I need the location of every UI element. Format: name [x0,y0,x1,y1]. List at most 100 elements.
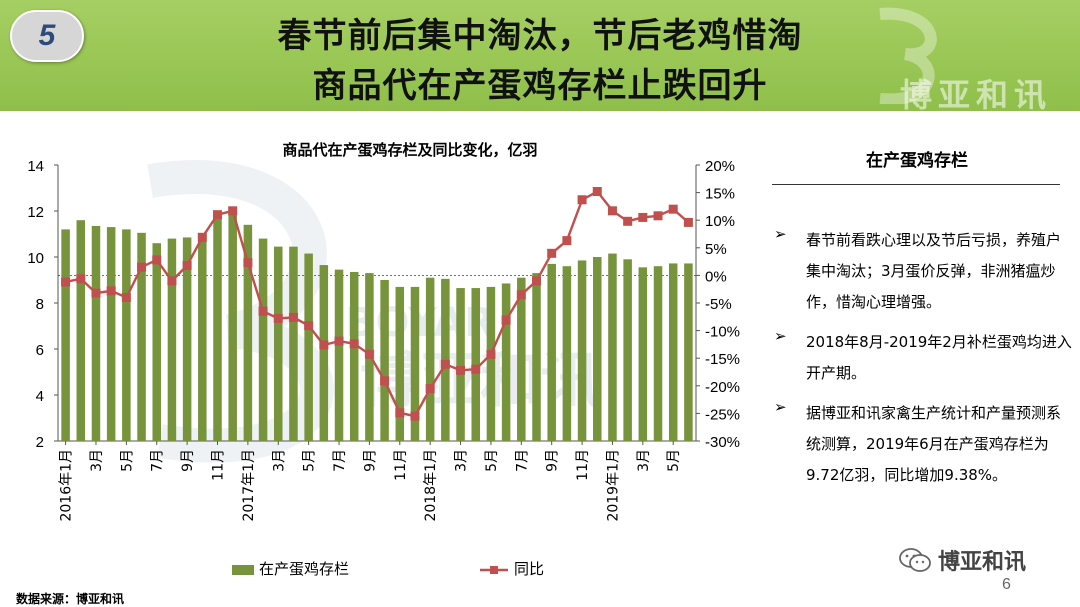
bar [349,271,359,441]
y-right-tick-label: 15% [705,186,735,203]
yoy-point [562,236,572,246]
yoy-point [152,255,162,265]
yoy-point [364,349,374,359]
bar [258,238,268,441]
x-tick-label: 11月 [575,449,591,481]
x-tick-label: 2017年1月 [241,449,257,522]
y-right-tick-label: 10% [705,213,735,230]
x-tick-label: 3月 [271,449,287,472]
yoy-point [258,306,268,316]
yoy-point [547,248,557,258]
y-right-tick-label: 5% [705,241,727,258]
bullet-arrow-icon: ➢ [774,225,787,243]
yoy-point [532,276,541,286]
x-tick-label: 5月 [302,449,318,472]
y-left-tick-label: 4 [36,388,44,405]
bar [562,266,572,441]
y-right-tick-label: -25% [705,406,740,423]
bullet-item: ➢ 2018年8月-2019年2月补栏蛋鸡均进入开产期。 [772,327,1072,389]
y-right-tick-label: 20% [705,158,735,175]
bar [501,283,511,441]
bar [653,266,663,441]
logo-watermark-text: 博亚和讯 [900,76,1053,114]
bar [137,232,146,441]
bar [532,273,541,441]
yoy-point [410,411,420,421]
bullet-item: ➢ 据博亚和讯家禽生产统计和产量预测系统测算，2019年6月在产蛋鸡存栏为9.7… [772,398,1072,491]
yoy-point [182,260,192,270]
bar [61,229,70,441]
yoy-point [319,340,329,350]
x-tick-label: 2019年1月 [605,449,621,522]
yoy-point [213,210,222,220]
legend-label-line: 同比 [514,560,544,578]
yoy-point [440,359,450,369]
y-left-tick-label: 8 [36,296,44,313]
y-right-tick-label: -10% [705,324,740,341]
x-tick-label: 9月 [180,449,196,472]
page-number: 6 [1002,576,1011,593]
bar [182,237,192,441]
yoy-point [349,339,359,349]
x-tick-label: 5月 [119,449,135,472]
bar [623,259,632,441]
yoy-point [197,232,207,242]
bar [319,265,329,441]
yoy-point [61,277,71,287]
x-tick-label: 2016年1月 [59,449,75,522]
bullet-text: 春节前看跌心理以及节后亏损，养殖户集中淘汰；3月蛋价反弹，非洲猪瘟炒作，惜淘心理… [806,231,1062,311]
x-tick-label: 9月 [545,449,561,472]
yoy-point [486,349,496,359]
yoy-point [137,262,147,272]
yoy-point [607,206,617,216]
bullet-text: 2018年8月-2019年2月补栏蛋鸡均进入开产期。 [806,333,1072,382]
chart-legend: 在产蛋鸡存栏 同比 [232,560,544,578]
x-tick-label: 2018年1月 [423,449,439,522]
yoy-point [167,276,177,286]
bar [410,286,420,441]
yoy-point [471,364,481,374]
sidebar-title: 在产蛋鸡存栏 [866,151,968,171]
legend-label-bars: 在产蛋鸡存栏 [259,560,349,578]
x-tick-label: 11月 [211,449,227,481]
y-right-tick-label: -5% [705,296,732,313]
x-tick-label: 3月 [454,449,470,472]
bar [668,263,678,441]
slide-title-line2: 商品代在产蛋鸡存栏止跌回升 [312,66,768,106]
bar [304,253,313,441]
y-left-tick-label: 10 [27,250,44,267]
yoy-point [380,376,390,386]
y-right-tick-label: -20% [705,379,740,396]
yoy-point [243,258,253,268]
yoy-point [106,286,116,296]
bullet-arrow-icon: ➢ [774,327,787,345]
yoy-point [623,216,633,226]
yoy-point [592,186,602,196]
plot-area: 2 4 6 8 10 12 14 -30% -25% -20% -15% -10% -5% 0% 5% 10%… [27,158,740,522]
x-tick-label: 3月 [89,449,105,472]
sidebar-divider [772,184,1060,185]
wechat-account: 博亚和讯 [898,544,1026,576]
y-right-tick-label: -15% [705,351,740,368]
y-left-tick-label: 12 [27,204,44,221]
yoy-point [228,206,238,216]
bar [274,246,283,441]
x-tick-label: 7月 [332,449,348,472]
yoy-point [121,292,131,302]
chart-title: 商品代在产蛋鸡存栏及同比变化，亿羽 [282,141,537,159]
bar [198,234,207,441]
y-left-tick-label: 14 [27,158,44,175]
yoy-point [638,212,648,222]
wechat-account-name: 博亚和讯 [938,550,1027,575]
header-band: 5 博亚和讯 春节前后集中淘汰，节后老鸡惜淘 商品代在产蛋鸡存栏止跌回升 [0,0,1080,114]
y-right-tick-label: -30% [705,434,740,451]
yoy-point [425,384,435,394]
bar [471,288,480,441]
bar [106,227,116,441]
data-source-note: 数据来源：博亚和讯 [16,592,125,606]
bar [76,220,86,441]
bar [228,214,237,441]
bar [608,253,617,441]
yoy-point [456,365,466,375]
